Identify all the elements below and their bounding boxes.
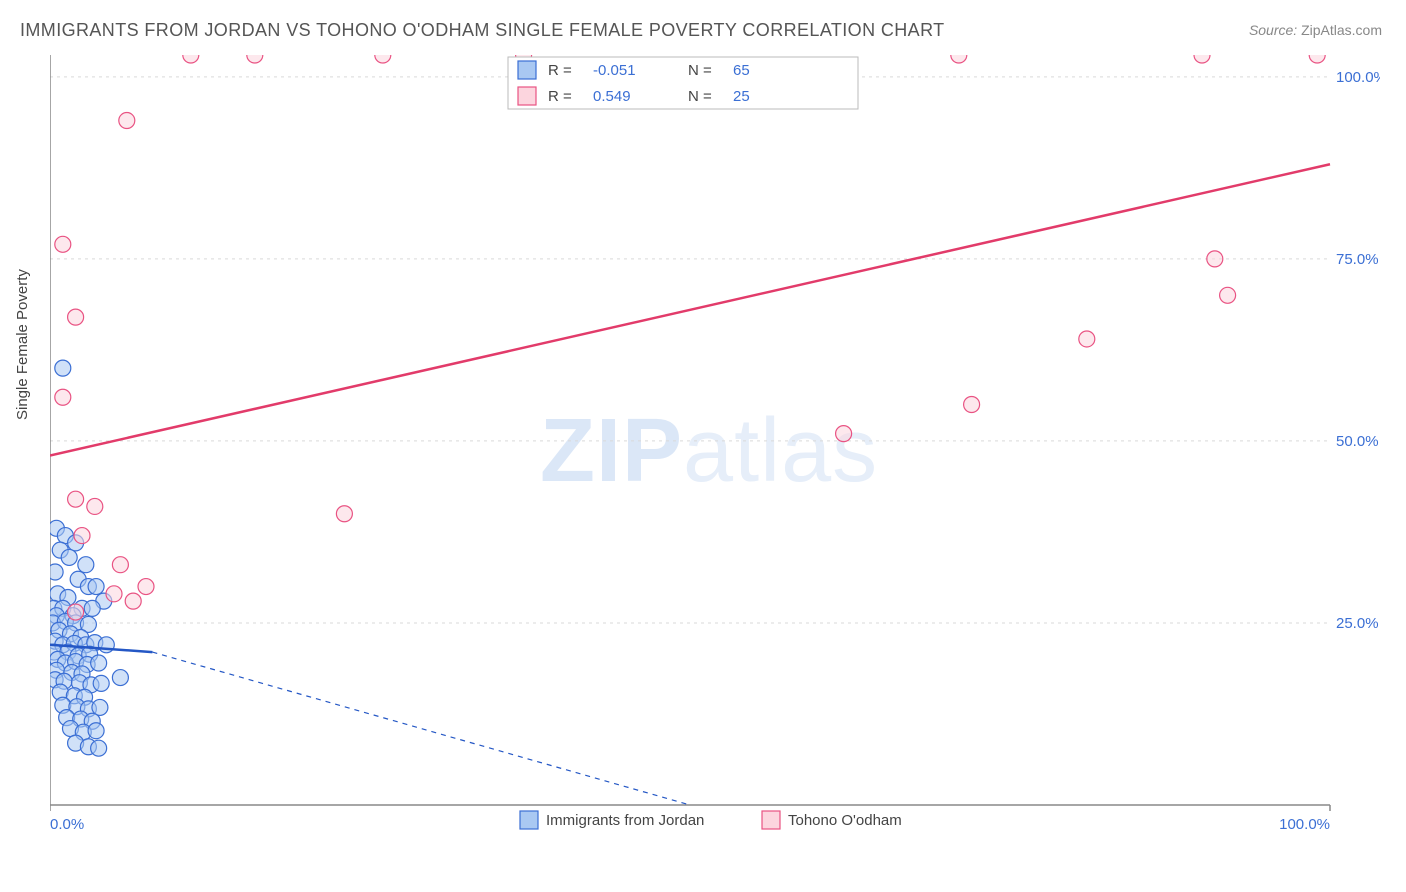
data-point — [1194, 55, 1210, 63]
y-tick-label: 100.0% — [1336, 69, 1380, 86]
data-point — [74, 528, 90, 544]
data-point — [68, 491, 84, 507]
y-tick-label: 50.0% — [1336, 433, 1379, 450]
data-point — [88, 579, 104, 595]
data-point — [951, 55, 967, 63]
data-point — [61, 549, 77, 565]
legend-n-label: N = — [688, 88, 712, 105]
data-point — [106, 586, 122, 602]
legend-n-value: 25 — [733, 88, 750, 105]
data-point — [68, 604, 84, 620]
legend-r-label: R = — [548, 88, 572, 105]
data-point — [375, 55, 391, 63]
legend-swatch — [518, 61, 536, 79]
source-value: ZipAtlas.com — [1301, 22, 1382, 38]
data-point — [50, 564, 63, 580]
data-point — [88, 723, 104, 739]
data-point — [91, 655, 107, 671]
x-tick-label: 100.0% — [1279, 816, 1330, 833]
y-tick-label: 75.0% — [1336, 251, 1379, 268]
bottom-legend-label: Tohono O'odham — [788, 812, 902, 829]
data-point — [125, 593, 141, 609]
data-point — [84, 600, 100, 616]
series-tohono — [55, 55, 1325, 620]
data-point — [119, 113, 135, 129]
data-point — [68, 309, 84, 325]
data-point — [112, 670, 128, 686]
data-point — [55, 389, 71, 405]
bottom-legend-label: Immigrants from Jordan — [546, 812, 704, 829]
legend-r-value: -0.051 — [593, 62, 636, 79]
data-point — [336, 506, 352, 522]
y-tick-label: 25.0% — [1336, 615, 1379, 632]
data-point — [91, 740, 107, 756]
legend-r-value: 0.549 — [593, 88, 631, 105]
data-point — [1220, 287, 1236, 303]
legend-swatch — [518, 87, 536, 105]
data-point — [183, 55, 199, 63]
trend-line-ext-jordan — [152, 652, 690, 805]
chart-title: IMMIGRANTS FROM JORDAN VS TOHONO O'ODHAM… — [20, 20, 945, 41]
chart-svg: 25.0% 50.0% 75.0% 100.0% 0.0% 100.0% R = -0.051… — [50, 55, 1380, 855]
trend-line-tohono — [50, 164, 1330, 455]
y-axis-label: Single Female Poverty — [14, 269, 31, 420]
legend-n-label: N = — [688, 62, 712, 79]
legend-n-value: 65 — [733, 62, 750, 79]
data-point — [55, 236, 71, 252]
data-point — [55, 360, 71, 376]
data-point — [87, 498, 103, 514]
data-point — [1309, 55, 1325, 63]
x-tick-label: 0.0% — [50, 816, 84, 833]
bottom-legend-swatch — [520, 811, 538, 829]
data-point — [964, 397, 980, 413]
data-point — [138, 579, 154, 595]
data-point — [112, 557, 128, 573]
data-point — [93, 675, 109, 691]
data-point — [1207, 251, 1223, 267]
data-point — [247, 55, 263, 63]
chart-plot: 25.0% 50.0% 75.0% 100.0% 0.0% 100.0% R = -0.051… — [50, 55, 1380, 845]
data-point — [836, 426, 852, 442]
data-point — [78, 557, 94, 573]
source-attribution: Source: ZipAtlas.com — [1249, 22, 1382, 38]
bottom-legend-swatch — [762, 811, 780, 829]
source-label: Source: — [1249, 22, 1297, 38]
data-point — [1079, 331, 1095, 347]
legend-r-label: R = — [548, 62, 572, 79]
